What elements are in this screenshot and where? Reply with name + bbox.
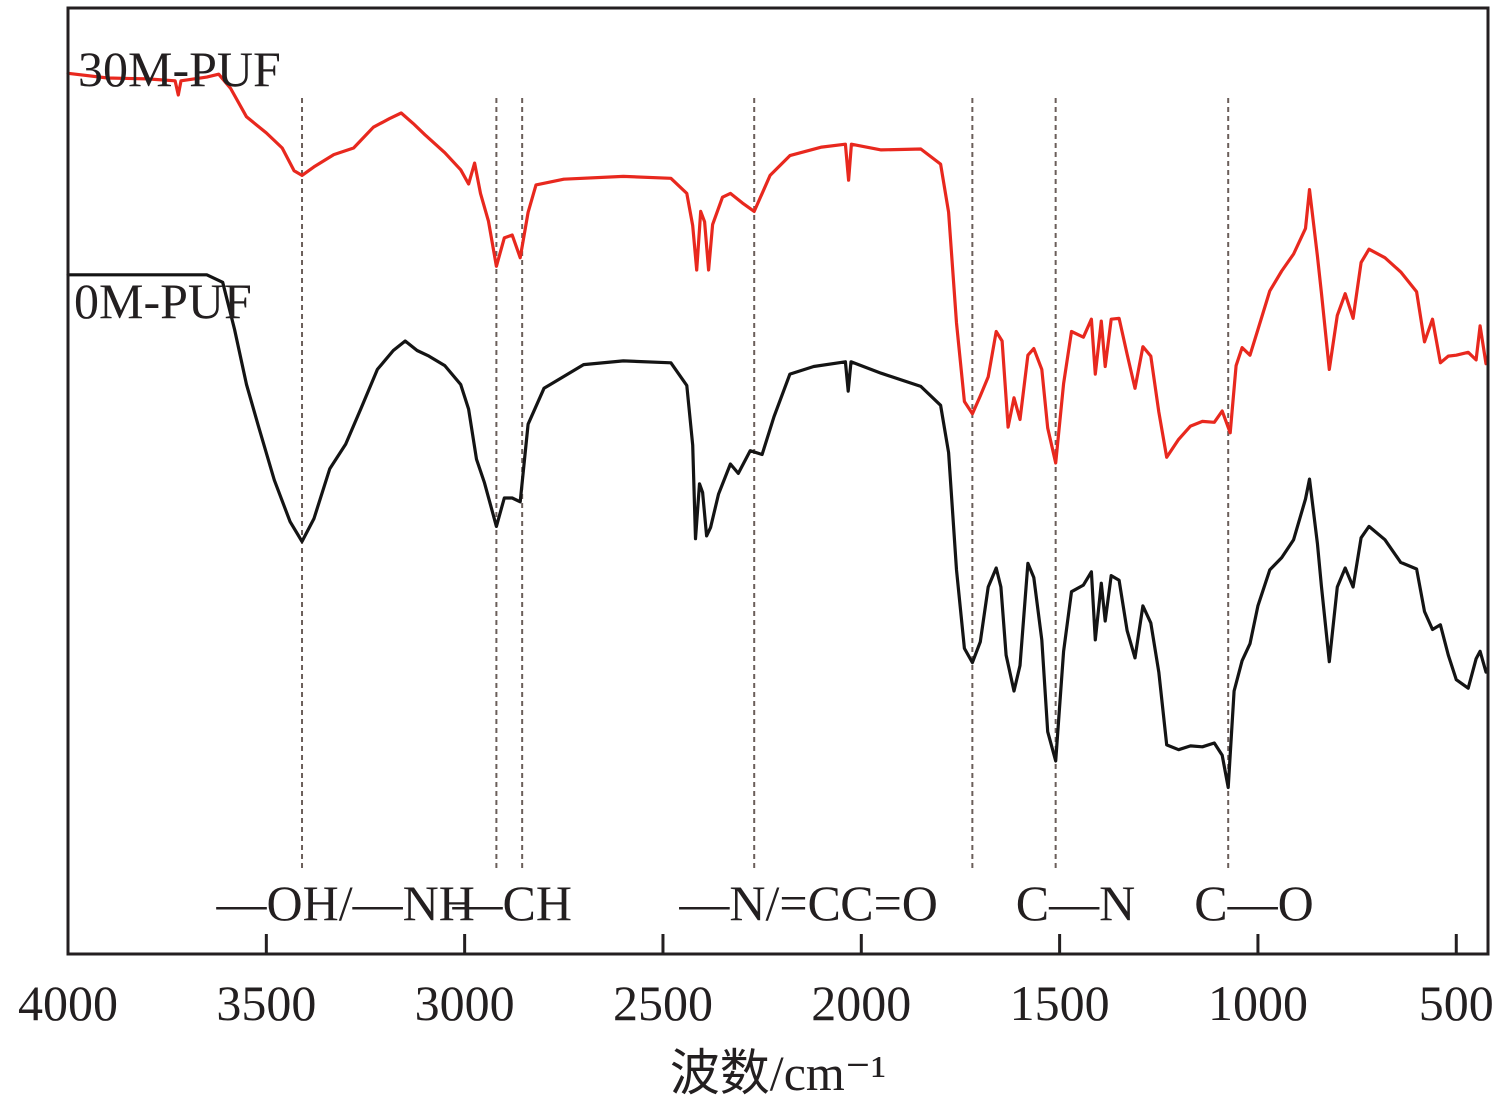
x-tick-label-2: 3000 bbox=[415, 975, 515, 1031]
series-label-1: 0M-PUF bbox=[74, 273, 252, 329]
band-label-5: C—O bbox=[1194, 875, 1313, 931]
x-tick-label-4: 2000 bbox=[811, 975, 911, 1031]
x-tick-label-7: 500 bbox=[1419, 975, 1494, 1031]
x-tick-label-1: 3500 bbox=[216, 975, 316, 1031]
reference-lines bbox=[301, 98, 1230, 872]
band-labels: —OH/—NH—CH —N/=C C=O C—N C—O bbox=[215, 875, 1313, 931]
series-label-0: 30M-PUF bbox=[78, 41, 281, 97]
x-tick-label-5: 1500 bbox=[1010, 975, 1110, 1031]
series-line-1 bbox=[66, 273, 1488, 790]
series-labels: 30M-PUF 0M-PUF bbox=[74, 41, 281, 329]
band-label-3: C=O bbox=[840, 875, 938, 931]
band-label-0: —OH/—NH bbox=[215, 875, 474, 931]
x-axis-tick-labels: 4000 3500 3000 2500 2000 1500 1000 500 bbox=[18, 975, 1494, 1031]
x-tick-label-3: 2500 bbox=[613, 975, 713, 1031]
band-label-4: C—N bbox=[1016, 875, 1135, 931]
x-tick-label-6: 1000 bbox=[1208, 975, 1308, 1031]
x-axis-ticks bbox=[66, 934, 1458, 954]
x-axis-title: 波数/cm⁻¹ bbox=[670, 1045, 886, 1101]
plot-frame bbox=[66, 6, 1490, 956]
band-label-1: —CH bbox=[452, 875, 572, 931]
series-line-0 bbox=[66, 71, 1488, 465]
band-label-2: —N/=C bbox=[678, 875, 841, 931]
x-tick-label-0: 4000 bbox=[18, 975, 118, 1031]
series-lines bbox=[66, 71, 1488, 790]
